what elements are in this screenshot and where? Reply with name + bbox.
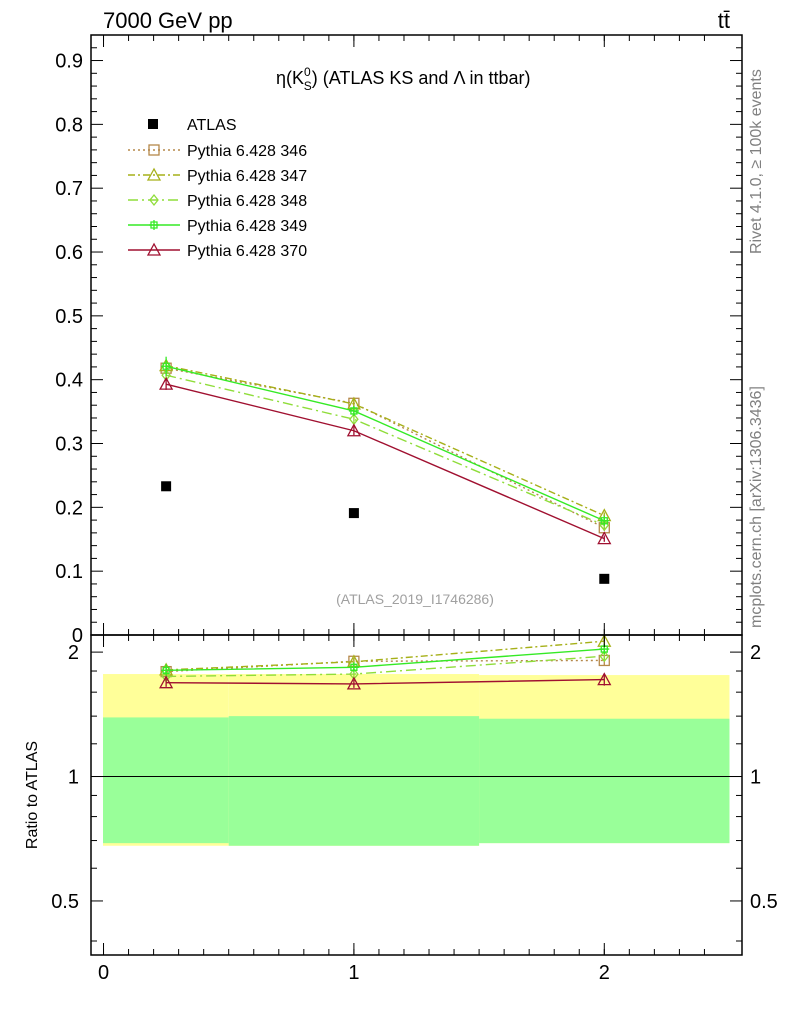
band-inner-2	[479, 718, 730, 844]
series-line-1	[165, 364, 605, 517]
legend-marker-3	[149, 220, 159, 230]
xtick-label: 1	[348, 962, 359, 984]
rtick-label-left: 2	[68, 642, 79, 664]
xtick-label: 2	[599, 962, 610, 984]
ytick-label: 0.3	[55, 434, 83, 456]
series-point-4	[597, 531, 612, 545]
series-line-4	[165, 383, 605, 540]
data-point	[161, 481, 172, 492]
ytick-label: 0.7	[55, 178, 83, 200]
xtick-label: 0	[98, 962, 109, 984]
legend-label-0: Pythia 6.428 346	[187, 143, 307, 160]
legend: ATLAS Pythia 6.428 346 Pythia 6.428 347 Pyt…	[128, 117, 307, 260]
legend-marker-2	[149, 193, 159, 207]
legend-label-2: Pythia 6.428 348	[187, 193, 307, 210]
ytick-label: 0.5	[55, 306, 83, 328]
legend-label-4: Pythia 6.428 370	[187, 243, 307, 260]
series-point-3	[161, 361, 172, 372]
ratio-point-3	[348, 662, 359, 673]
series-point-4	[346, 423, 361, 437]
ratio-series	[159, 633, 612, 690]
legend-label-data: ATLAS	[187, 117, 237, 134]
rtick-label-right: 2	[750, 642, 761, 664]
legend-label-3: Pythia 6.428 349	[187, 218, 307, 235]
ratio-bands	[103, 674, 730, 846]
data-point	[348, 508, 359, 519]
series-point-3	[348, 405, 359, 416]
band-inner-0	[103, 717, 229, 844]
ytick-label: 0.2	[55, 497, 83, 519]
ytick-label: 0.4	[55, 370, 83, 392]
band-inner-1	[228, 716, 480, 846]
rivet-label: Rivet 4.1.0, ≥ 100k events	[748, 69, 765, 254]
ytick-label: 0	[72, 625, 83, 647]
legend-marker-0	[148, 144, 160, 156]
ytick-label: 0.9	[55, 51, 83, 73]
legend-marker-4	[146, 242, 162, 256]
ratio-point-2	[599, 650, 610, 663]
axes-ticks: 00.10.20.30.40.50.60.70.80.90.5 0.51 12 20 1…	[51, 35, 778, 984]
ratio-line-1	[166, 640, 605, 671]
analysis-watermark: (ATLAS_2019_I1746286)	[336, 591, 494, 607]
ratio-point-4	[597, 672, 612, 686]
ytick-label: 0.1	[55, 561, 83, 583]
main-series	[159, 356, 612, 584]
rtick-label-right: 0.5	[750, 891, 778, 913]
legend-marker-1	[146, 167, 162, 181]
series-point-3	[599, 515, 610, 526]
ratio-point-4	[346, 676, 361, 690]
ratio-point-4	[159, 675, 174, 689]
series-line-2	[165, 374, 605, 526]
legend-marker-data	[148, 119, 158, 129]
source-label: mcplots.cern.ch [arXiv:1306.3436]	[748, 386, 765, 628]
rtick-label-right: 1	[750, 767, 761, 789]
ratio-line-2	[166, 655, 605, 678]
rtick-label-left: 1	[68, 767, 79, 789]
header-left: 7000 GeV pp	[103, 8, 233, 33]
plot-title: η(K0 S) (ATLAS KS and Λ in ttbar)	[276, 65, 531, 93]
ytick-label: 0.8	[55, 114, 83, 136]
data-point	[599, 573, 610, 584]
ratio-ylabel: Ratio to ATLAS	[24, 741, 41, 849]
legend-label-1: Pythia 6.428 347	[187, 168, 307, 185]
header-right: tt̄	[718, 8, 730, 33]
ytick-label: 0.6	[55, 242, 83, 264]
series-line-0	[165, 367, 605, 529]
series-point-4	[159, 376, 174, 390]
rtick-label-left: 0.5	[51, 891, 79, 913]
ratio-point-3	[161, 665, 172, 676]
